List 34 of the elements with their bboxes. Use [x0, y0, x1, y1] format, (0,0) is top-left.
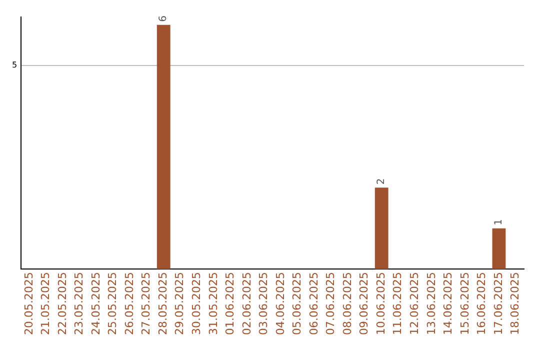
data-label: 2 [376, 178, 388, 185]
x-tick-label: 06.06.2025 [307, 272, 320, 336]
x-tick-label: 07.06.2025 [324, 272, 338, 336]
x-tick-label: 15.06.2025 [458, 272, 472, 336]
x-tick-label: 28.05.2025 [156, 272, 170, 336]
x-tick-label: 24.05.2025 [89, 272, 102, 336]
x-tick-label: 22.05.2025 [56, 272, 69, 336]
x-tick-label: 14.06.2025 [442, 272, 455, 336]
x-tick-label: 09.06.2025 [358, 272, 371, 336]
y-tick-label: 5 [12, 60, 18, 70]
x-tick-label: 05.06.2025 [290, 272, 304, 336]
x-tick-label: 20.05.2025 [22, 272, 36, 336]
x-tick-label: 29.05.2025 [173, 272, 186, 336]
x-tick-label: 23.05.2025 [72, 272, 86, 336]
data-label: 6 [158, 16, 170, 22]
x-tick-label: 03.06.2025 [257, 272, 270, 336]
x-tick-label: 17.06.2025 [492, 272, 505, 336]
x-tick-label: 30.05.2025 [190, 272, 204, 336]
x-tick-label: 10.06.2025 [374, 272, 388, 336]
x-tick-label: 11.06.2025 [391, 272, 404, 336]
x-tick-label: 16.06.2025 [475, 272, 488, 336]
x-tick-label: 26.05.2025 [122, 272, 136, 336]
data-label: 1 [494, 218, 505, 226]
x-tick-label: 02.06.2025 [240, 272, 254, 336]
x-tick-label: 21.05.2025 [39, 272, 52, 336]
x-tick-label: 08.06.2025 [340, 272, 354, 336]
x-tick-label: 12.06.2025 [408, 272, 421, 336]
x-tick-label: 27.05.2025 [140, 272, 153, 336]
x-tick-label: 31.05.2025 [206, 272, 220, 336]
x-tick-label: 04.06.2025 [274, 272, 287, 336]
x-tick-label: 01.06.2025 [224, 272, 237, 336]
x-tick-label: 13.06.2025 [424, 272, 438, 336]
x-tick-label: 18.06.2025 [508, 272, 522, 336]
x-tick-label: 25.05.2025 [106, 272, 120, 336]
